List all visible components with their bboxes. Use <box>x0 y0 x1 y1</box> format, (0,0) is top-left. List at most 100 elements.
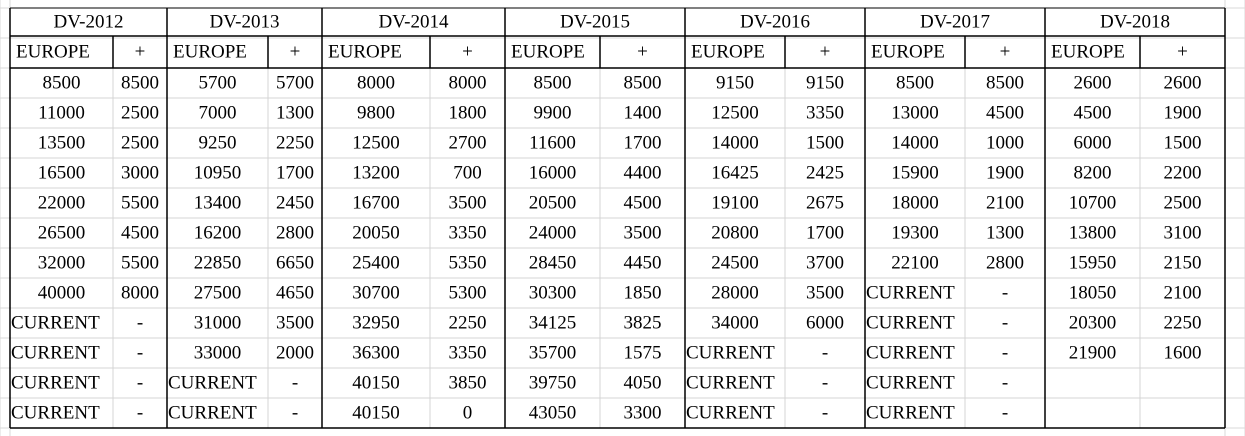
cell: 9250 <box>199 132 237 153</box>
cell: 10700 <box>1069 192 1117 213</box>
group-header: DV-2013 <box>209 11 279 32</box>
cell: 15950 <box>1069 252 1117 273</box>
cell: 13500 <box>38 132 86 153</box>
cell: 6650 <box>276 252 314 273</box>
cell: 8000 <box>121 282 159 303</box>
cell: 1500 <box>806 132 844 153</box>
cell: 20500 <box>529 192 577 213</box>
cell: 12500 <box>711 102 759 123</box>
cell: 26500 <box>38 222 86 243</box>
cell: 3500 <box>806 282 844 303</box>
cell: 16700 <box>352 192 400 213</box>
group-header: DV-2016 <box>740 11 810 32</box>
cell: CURRENT <box>686 402 775 423</box>
cell: 2500 <box>1164 192 1202 213</box>
cell: - <box>1002 342 1008 363</box>
column-header: + <box>462 41 473 62</box>
cell: 3350 <box>449 342 487 363</box>
cell: 10950 <box>194 162 242 183</box>
cell: 22000 <box>38 192 86 213</box>
cell: 3500 <box>276 312 314 333</box>
cell: 6000 <box>1074 132 1112 153</box>
cell: 34000 <box>711 312 759 333</box>
cell: 2425 <box>806 162 844 183</box>
cell: - <box>292 402 298 423</box>
cell: 2200 <box>1164 162 1202 183</box>
cell: 43050 <box>529 402 577 423</box>
cell: 3350 <box>449 222 487 243</box>
cell: CURRENT <box>686 342 775 363</box>
cell: 22850 <box>194 252 242 273</box>
cell: 14000 <box>711 132 759 153</box>
cell: 3300 <box>624 402 662 423</box>
cell: 2100 <box>1164 282 1202 303</box>
cell: 2000 <box>276 342 314 363</box>
cell: 9900 <box>534 102 572 123</box>
cell: 1575 <box>624 342 662 363</box>
group-header: DV-2014 <box>378 11 449 32</box>
cell: CURRENT <box>866 282 955 303</box>
cell: 24000 <box>529 222 577 243</box>
cell: 5500 <box>121 192 159 213</box>
column-header: EUROPE <box>511 41 585 62</box>
cell: - <box>822 372 828 393</box>
cell: 4500 <box>121 222 159 243</box>
cell: 8200 <box>1074 162 1112 183</box>
cell: 20300 <box>1069 312 1117 333</box>
cell: 4500 <box>986 102 1024 123</box>
cell: - <box>137 402 143 423</box>
cell: 25400 <box>352 252 400 273</box>
cell: 5350 <box>449 252 487 273</box>
cell: - <box>137 342 143 363</box>
cell: 1900 <box>986 162 1024 183</box>
cell: 40000 <box>38 282 86 303</box>
cell: 13800 <box>1069 222 1117 243</box>
cell: 11000 <box>38 102 85 123</box>
cell: 2250 <box>276 132 314 153</box>
column-header: EUROPE <box>691 41 765 62</box>
cell: 6000 <box>806 312 844 333</box>
cell: CURRENT <box>168 372 257 393</box>
cell: - <box>292 372 298 393</box>
cell: - <box>1002 312 1008 333</box>
cell: CURRENT <box>168 402 257 423</box>
cell: 16425 <box>711 162 759 183</box>
cell: 27500 <box>194 282 242 303</box>
cell: 2100 <box>986 192 1024 213</box>
cell: - <box>137 372 143 393</box>
cell: 40150 <box>352 402 400 423</box>
cell: 8500 <box>534 72 572 93</box>
column-header: EUROPE <box>173 41 247 62</box>
cell: 1700 <box>624 132 662 153</box>
cell: - <box>137 312 143 333</box>
cell: 8000 <box>449 72 487 93</box>
cell: 9150 <box>806 72 844 93</box>
cell: 31000 <box>194 312 242 333</box>
cell: CURRENT <box>11 342 100 363</box>
cell: 21900 <box>1069 342 1117 363</box>
cell: 3350 <box>806 102 844 123</box>
column-header: + <box>135 41 146 62</box>
cell: 33000 <box>194 342 242 363</box>
cell: - <box>1002 372 1008 393</box>
cell: CURRENT <box>11 402 100 423</box>
cell: 34125 <box>529 312 577 333</box>
cell: 4650 <box>276 282 314 303</box>
cell: 2675 <box>806 192 844 213</box>
cell: 1700 <box>276 162 314 183</box>
cell: CURRENT <box>11 312 100 333</box>
cell: 1400 <box>624 102 662 123</box>
cell: 2500 <box>121 132 159 153</box>
cell: 2700 <box>449 132 487 153</box>
cell: 24500 <box>711 252 759 273</box>
cell: 1300 <box>986 222 1024 243</box>
cell: 1850 <box>624 282 662 303</box>
group-header: DV-2018 <box>1100 11 1170 32</box>
cell: 1500 <box>1164 132 1202 153</box>
group-header: DV-2017 <box>920 11 990 32</box>
cell: 3100 <box>1164 222 1202 243</box>
cell: 8500 <box>43 72 81 93</box>
cell: 18000 <box>891 192 939 213</box>
column-header: + <box>637 41 648 62</box>
cell: 5700 <box>276 72 314 93</box>
